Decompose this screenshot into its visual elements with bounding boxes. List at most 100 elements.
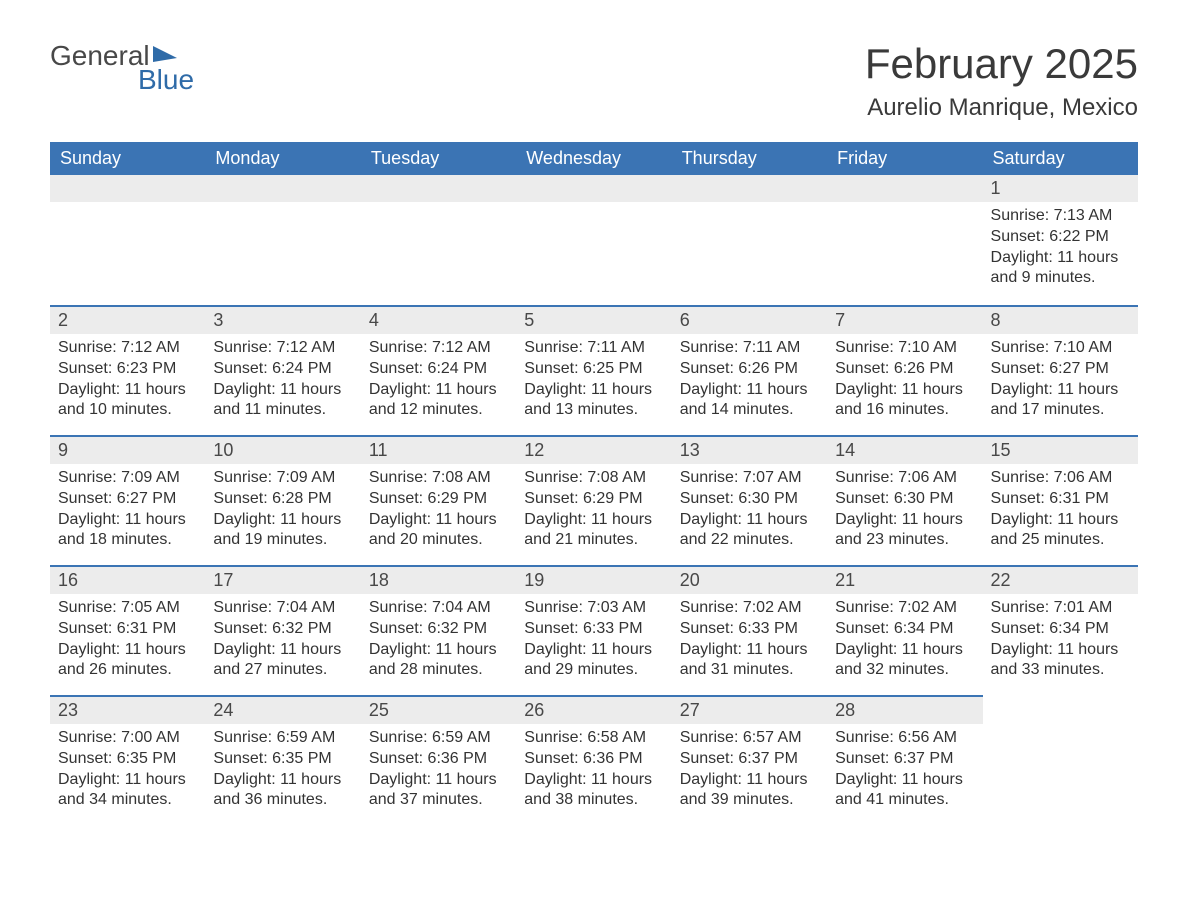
empty-day-head <box>50 175 205 202</box>
day-number: 28 <box>827 695 982 724</box>
daylight-line: Daylight: 11 hours and 13 minutes. <box>524 380 663 422</box>
sunrise-line: Sunrise: 7:08 AM <box>369 468 508 489</box>
day-cell: 27Sunrise: 6:57 AMSunset: 6:37 PMDayligh… <box>672 695 827 825</box>
empty-cell <box>983 695 1138 825</box>
empty-day-head <box>516 175 671 202</box>
sunset-line: Sunset: 6:29 PM <box>524 489 663 510</box>
day-cell: 4Sunrise: 7:12 AMSunset: 6:24 PMDaylight… <box>361 305 516 435</box>
sunrise-line: Sunrise: 7:13 AM <box>991 206 1130 227</box>
sunrise-line: Sunrise: 7:11 AM <box>524 338 663 359</box>
sunset-line: Sunset: 6:28 PM <box>213 489 352 510</box>
sunset-line: Sunset: 6:37 PM <box>680 749 819 770</box>
day-number: 3 <box>205 305 360 334</box>
day-details: Sunrise: 7:11 AMSunset: 6:25 PMDaylight:… <box>516 334 671 431</box>
day-cell: 9Sunrise: 7:09 AMSunset: 6:27 PMDaylight… <box>50 435 205 565</box>
day-cell: 15Sunrise: 7:06 AMSunset: 6:31 PMDayligh… <box>983 435 1138 565</box>
calendar-row: 23Sunrise: 7:00 AMSunset: 6:35 PMDayligh… <box>50 695 1138 825</box>
sunrise-line: Sunrise: 7:09 AM <box>213 468 352 489</box>
sunrise-line: Sunrise: 7:06 AM <box>991 468 1130 489</box>
day-number: 27 <box>672 695 827 724</box>
daylight-line: Daylight: 11 hours and 17 minutes. <box>991 380 1130 422</box>
day-number: 23 <box>50 695 205 724</box>
day-details: Sunrise: 7:04 AMSunset: 6:32 PMDaylight:… <box>205 594 360 691</box>
sunrise-line: Sunrise: 7:07 AM <box>680 468 819 489</box>
daylight-line: Daylight: 11 hours and 25 minutes. <box>991 510 1130 552</box>
day-cell: 3Sunrise: 7:12 AMSunset: 6:24 PMDaylight… <box>205 305 360 435</box>
daylight-line: Daylight: 11 hours and 22 minutes. <box>680 510 819 552</box>
day-details: Sunrise: 7:10 AMSunset: 6:26 PMDaylight:… <box>827 334 982 431</box>
daylight-line: Daylight: 11 hours and 16 minutes. <box>835 380 974 422</box>
sunset-line: Sunset: 6:34 PM <box>991 619 1130 640</box>
day-number: 24 <box>205 695 360 724</box>
day-cell: 11Sunrise: 7:08 AMSunset: 6:29 PMDayligh… <box>361 435 516 565</box>
day-details: Sunrise: 7:12 AMSunset: 6:23 PMDaylight:… <box>50 334 205 431</box>
sunrise-line: Sunrise: 7:11 AM <box>680 338 819 359</box>
day-cell: 8Sunrise: 7:10 AMSunset: 6:27 PMDaylight… <box>983 305 1138 435</box>
sunrise-line: Sunrise: 7:09 AM <box>58 468 197 489</box>
sunset-line: Sunset: 6:33 PM <box>680 619 819 640</box>
sunrise-line: Sunrise: 7:00 AM <box>58 728 197 749</box>
sunrise-line: Sunrise: 7:04 AM <box>213 598 352 619</box>
day-cell: 28Sunrise: 6:56 AMSunset: 6:37 PMDayligh… <box>827 695 982 825</box>
day-details: Sunrise: 7:09 AMSunset: 6:28 PMDaylight:… <box>205 464 360 561</box>
day-details: Sunrise: 7:08 AMSunset: 6:29 PMDaylight:… <box>361 464 516 561</box>
sunset-line: Sunset: 6:35 PM <box>213 749 352 770</box>
day-details: Sunrise: 7:01 AMSunset: 6:34 PMDaylight:… <box>983 594 1138 691</box>
day-number: 5 <box>516 305 671 334</box>
daylight-line: Daylight: 11 hours and 31 minutes. <box>680 640 819 682</box>
sunset-line: Sunset: 6:36 PM <box>369 749 508 770</box>
sunset-line: Sunset: 6:30 PM <box>835 489 974 510</box>
weekday-header: Friday <box>827 142 982 175</box>
daylight-line: Daylight: 11 hours and 9 minutes. <box>991 248 1130 290</box>
daylight-line: Daylight: 11 hours and 29 minutes. <box>524 640 663 682</box>
weekday-header: Sunday <box>50 142 205 175</box>
day-number: 12 <box>516 435 671 464</box>
day-details: Sunrise: 7:05 AMSunset: 6:31 PMDaylight:… <box>50 594 205 691</box>
day-cell: 14Sunrise: 7:06 AMSunset: 6:30 PMDayligh… <box>827 435 982 565</box>
sunset-line: Sunset: 6:29 PM <box>369 489 508 510</box>
flag-icon <box>153 46 177 66</box>
daylight-line: Daylight: 11 hours and 12 minutes. <box>369 380 508 422</box>
sunrise-line: Sunrise: 7:02 AM <box>680 598 819 619</box>
daylight-line: Daylight: 11 hours and 19 minutes. <box>213 510 352 552</box>
day-details: Sunrise: 7:13 AMSunset: 6:22 PMDaylight:… <box>983 202 1138 299</box>
calendar-table: SundayMondayTuesdayWednesdayThursdayFrid… <box>50 142 1138 825</box>
day-details: Sunrise: 7:10 AMSunset: 6:27 PMDaylight:… <box>983 334 1138 431</box>
day-number: 7 <box>827 305 982 334</box>
day-number: 18 <box>361 565 516 594</box>
brand-logo: General Blue <box>50 40 194 96</box>
brand-word1: General <box>50 40 150 72</box>
day-cell: 26Sunrise: 6:58 AMSunset: 6:36 PMDayligh… <box>516 695 671 825</box>
sunset-line: Sunset: 6:22 PM <box>991 227 1130 248</box>
sunrise-line: Sunrise: 7:03 AM <box>524 598 663 619</box>
day-cell: 21Sunrise: 7:02 AMSunset: 6:34 PMDayligh… <box>827 565 982 695</box>
day-details: Sunrise: 7:07 AMSunset: 6:30 PMDaylight:… <box>672 464 827 561</box>
day-cell: 6Sunrise: 7:11 AMSunset: 6:26 PMDaylight… <box>672 305 827 435</box>
sunset-line: Sunset: 6:24 PM <box>369 359 508 380</box>
day-details: Sunrise: 7:09 AMSunset: 6:27 PMDaylight:… <box>50 464 205 561</box>
sunrise-line: Sunrise: 7:08 AM <box>524 468 663 489</box>
day-cell: 20Sunrise: 7:02 AMSunset: 6:33 PMDayligh… <box>672 565 827 695</box>
weekday-header: Saturday <box>983 142 1138 175</box>
sunset-line: Sunset: 6:26 PM <box>680 359 819 380</box>
sunrise-line: Sunrise: 7:12 AM <box>213 338 352 359</box>
day-details: Sunrise: 7:12 AMSunset: 6:24 PMDaylight:… <box>205 334 360 431</box>
day-cell: 16Sunrise: 7:05 AMSunset: 6:31 PMDayligh… <box>50 565 205 695</box>
day-cell: 25Sunrise: 6:59 AMSunset: 6:36 PMDayligh… <box>361 695 516 825</box>
sunset-line: Sunset: 6:36 PM <box>524 749 663 770</box>
day-number: 17 <box>205 565 360 594</box>
day-cell: 23Sunrise: 7:00 AMSunset: 6:35 PMDayligh… <box>50 695 205 825</box>
weekday-header: Wednesday <box>516 142 671 175</box>
empty-cell <box>205 175 360 305</box>
sunrise-line: Sunrise: 7:05 AM <box>58 598 197 619</box>
day-cell: 12Sunrise: 7:08 AMSunset: 6:29 PMDayligh… <box>516 435 671 565</box>
weekday-header: Thursday <box>672 142 827 175</box>
daylight-line: Daylight: 11 hours and 11 minutes. <box>213 380 352 422</box>
day-number: 8 <box>983 305 1138 334</box>
weekday-header-row: SundayMondayTuesdayWednesdayThursdayFrid… <box>50 142 1138 175</box>
calendar-row: 16Sunrise: 7:05 AMSunset: 6:31 PMDayligh… <box>50 565 1138 695</box>
empty-cell <box>50 175 205 305</box>
day-cell: 1Sunrise: 7:13 AMSunset: 6:22 PMDaylight… <box>983 175 1138 305</box>
sunset-line: Sunset: 6:24 PM <box>213 359 352 380</box>
day-details: Sunrise: 7:12 AMSunset: 6:24 PMDaylight:… <box>361 334 516 431</box>
